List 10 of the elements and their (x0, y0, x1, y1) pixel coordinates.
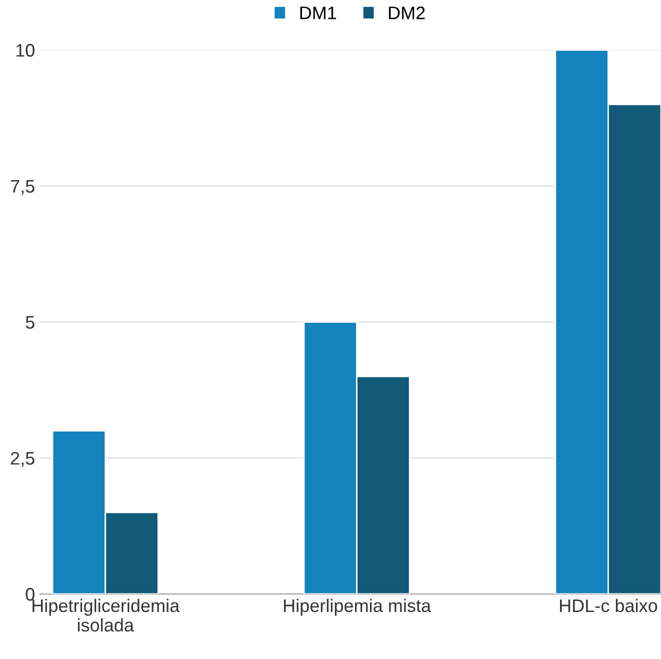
y-tick-label: 10 (16, 44, 34, 57)
x-tick-label: HDL-c baixo (560, 598, 658, 612)
legend-label: DM2 (388, 6, 425, 20)
x-tick-label: Hiperlipemia mista (284, 598, 432, 616)
legend-label: DM1 (300, 6, 336, 20)
y-tick-label: 2,5 (10, 452, 34, 467)
y-tick-label: 5 (26, 316, 34, 329)
x-tick-label: Hipetrigliceridemia isolada (32, 598, 180, 632)
y-tick-label: 7,5 (10, 180, 34, 195)
y-tick-label: 0 (26, 588, 34, 601)
